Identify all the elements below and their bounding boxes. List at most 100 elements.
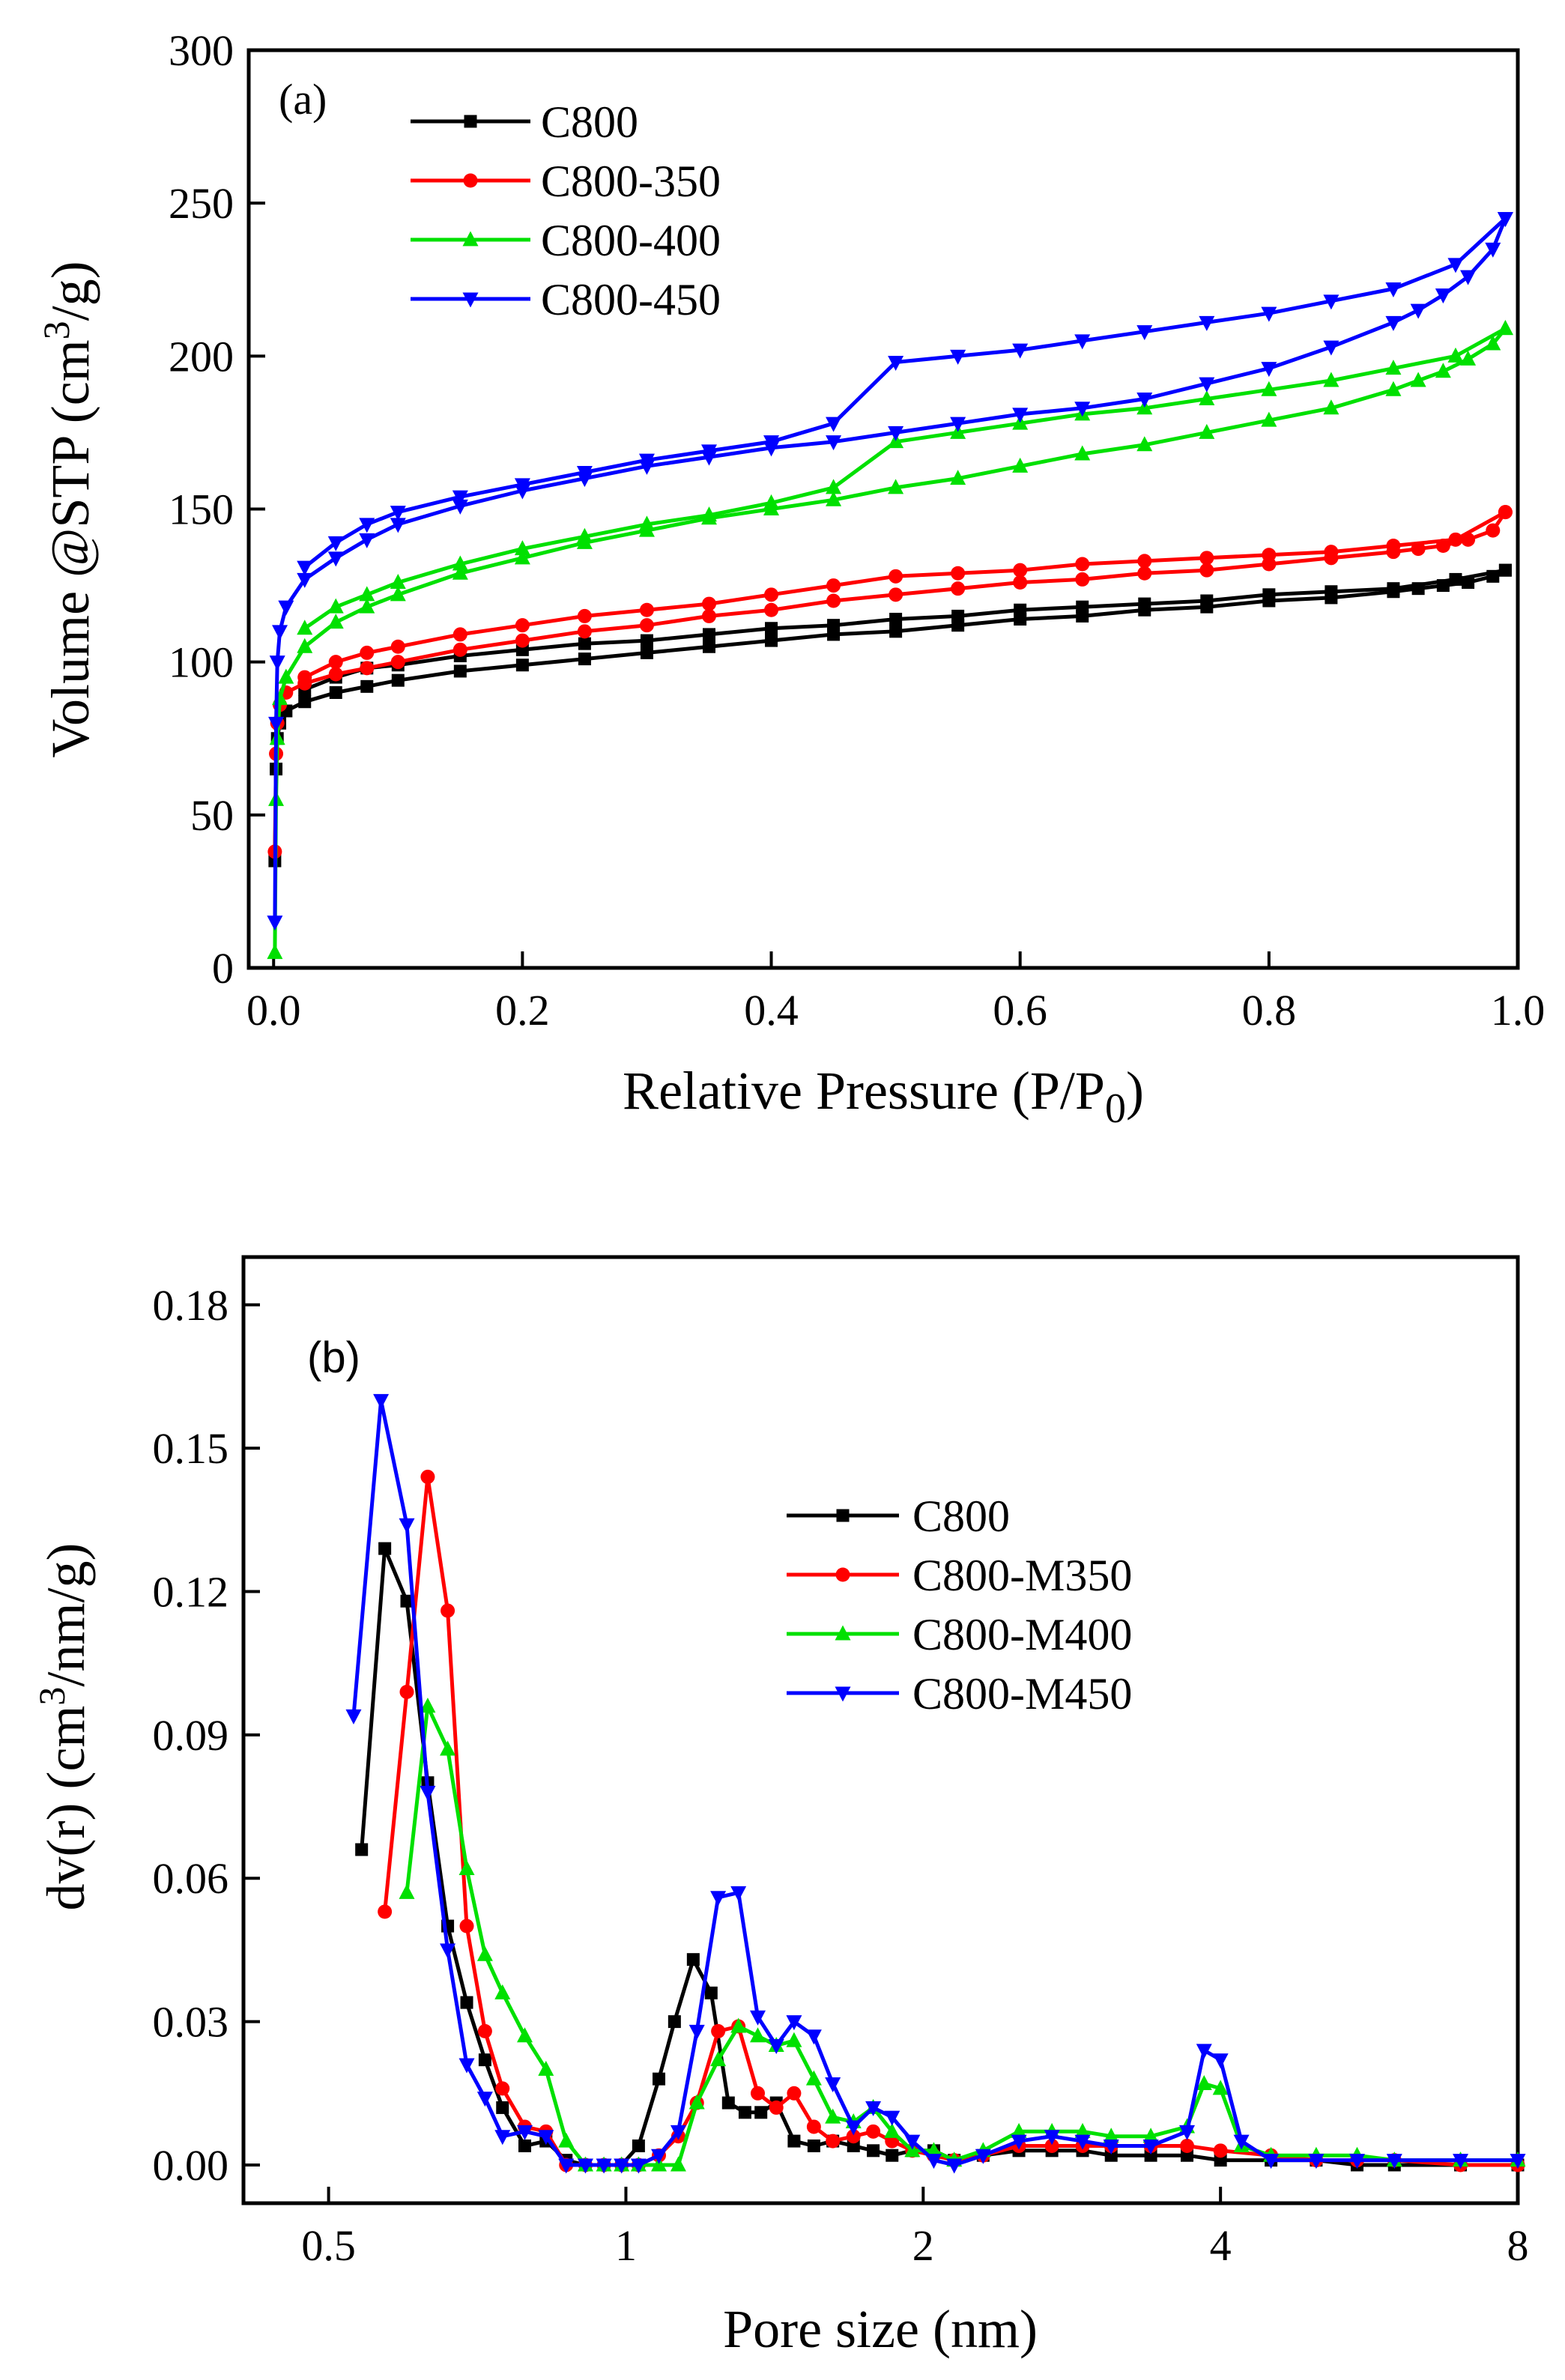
data-point-c800-450 xyxy=(888,426,904,441)
data-point-c800-350 xyxy=(889,569,903,584)
data-point-c800-m350 xyxy=(420,1469,435,1484)
data-point-c800-m450 xyxy=(517,2125,533,2140)
data-point-c800 xyxy=(721,2096,735,2110)
data-point-c800-400 xyxy=(327,598,344,614)
legend-item-c800: C800 xyxy=(411,97,638,147)
data-point-c800-m400 xyxy=(1103,2128,1119,2143)
data-point-c800-400 xyxy=(1447,347,1464,363)
data-point-c800-450 xyxy=(268,716,285,732)
data-point-c800-m400 xyxy=(1212,2080,1229,2095)
series-line-c800-m400 xyxy=(405,1704,1518,2167)
data-point-c800-350 xyxy=(577,608,592,623)
data-point-c800 xyxy=(360,679,374,693)
data-point-c800-m400 xyxy=(670,2156,686,2172)
data-point-c800-350 xyxy=(297,670,312,685)
data-point-c800-450 xyxy=(1410,303,1426,319)
x-tick-label: 0.4 xyxy=(744,986,799,1035)
data-point-c800 xyxy=(1138,597,1151,611)
data-point-c800 xyxy=(765,622,778,635)
y-tick-label: 0.12 xyxy=(153,1568,229,1617)
panel-a-label: (a) xyxy=(279,75,327,124)
data-point-c800-400 xyxy=(1012,457,1029,473)
legend-item-c800-m350: C800-M350 xyxy=(787,1551,1132,1600)
panel-b-plot-frame xyxy=(241,1255,1520,2205)
data-point-c800-450 xyxy=(359,518,375,533)
data-point-c800-m450 xyxy=(750,2010,766,2026)
data-point-c800 xyxy=(632,2139,645,2152)
data-point-c800-m450 xyxy=(1386,2154,1402,2169)
data-point-c800-450 xyxy=(514,478,530,494)
series-c800-m450 xyxy=(345,1393,1526,2174)
series-c800-350-adsorption xyxy=(267,505,1513,859)
data-point-c800-350 xyxy=(889,587,903,602)
data-point-c800-m400 xyxy=(710,2051,727,2067)
data-point-c800-450 xyxy=(1447,258,1464,273)
data-point-c800-350 xyxy=(390,655,405,670)
data-point-c800-m400 xyxy=(730,2017,747,2033)
data-point-c800 xyxy=(668,2015,681,2029)
x-tick-label: 1.0 xyxy=(1491,986,1546,1035)
data-point-c800-450 xyxy=(327,551,344,567)
data-point-c800-400 xyxy=(1460,350,1477,366)
data-point-c800-m450 xyxy=(904,2134,921,2150)
data-point-c800 xyxy=(1325,585,1338,599)
panel-b-ticks: 0.5 1 2 4 8 0.00 0.03 0.06 0.09 0.12 0.15 0.18 xyxy=(153,1281,1529,2270)
data-point-c800-m450 xyxy=(538,2130,554,2146)
data-point-c800-m400 xyxy=(494,1984,511,1999)
data-point-c800-450 xyxy=(1385,315,1402,331)
panel-a-x-axis-title: Relative Pressure (P/P0) xyxy=(623,1061,1144,1132)
y-tick-label: 0.00 xyxy=(153,2141,229,2190)
data-point-c800-400 xyxy=(1410,372,1426,387)
data-point-c800-m350 xyxy=(378,1904,393,1919)
data-point-c800-350 xyxy=(826,593,841,608)
legend-swatch-marker xyxy=(462,292,479,308)
data-point-c800-400 xyxy=(1199,390,1215,405)
data-point-c800 xyxy=(378,1542,392,1555)
legend-label: C800-350 xyxy=(541,157,721,206)
legend-label: C800 xyxy=(541,97,638,147)
data-point-c800-m450 xyxy=(345,1709,362,1725)
data-point-c800 xyxy=(807,2139,820,2152)
data-point-c800-m450 xyxy=(845,2120,862,2136)
data-point-c800-m350 xyxy=(711,2023,726,2038)
data-point-c800-m450 xyxy=(577,2158,593,2174)
panel-a-ticks: 0.0 0.2 0.4 0.6 0.8 1.0 0 50 100 150 200 250 300 xyxy=(169,26,1545,1035)
data-point-c800 xyxy=(1498,563,1512,577)
data-point-c800-450 xyxy=(1497,212,1513,228)
data-point-c800-m450 xyxy=(399,1518,415,1533)
data-point-c800-350 xyxy=(515,633,530,648)
data-point-c800-350 xyxy=(764,602,779,617)
data-point-c800-350 xyxy=(1137,554,1152,569)
data-point-c800-m400 xyxy=(1011,2122,1027,2138)
data-point-c800-m350 xyxy=(1180,2138,1195,2153)
data-point-c800-400 xyxy=(514,549,530,565)
panel-a-series xyxy=(267,212,1513,960)
data-point-c800-350 xyxy=(390,639,405,654)
data-point-c800-450 xyxy=(700,444,717,460)
data-point-c800-m450 xyxy=(1510,2154,1526,2169)
data-point-c800-400 xyxy=(826,479,842,494)
data-point-c800-m450 xyxy=(614,2158,630,2174)
data-point-c800-m350 xyxy=(477,2023,492,2038)
data-point-c800-m350 xyxy=(495,2081,510,2096)
x-tick-label: 1 xyxy=(615,2221,637,2270)
data-point-c800-350 xyxy=(1262,548,1277,563)
data-point-c800-450 xyxy=(1136,393,1153,408)
data-point-c800-400 xyxy=(267,944,283,960)
data-point-c800-350 xyxy=(360,645,375,660)
data-point-c800-450 xyxy=(1385,282,1402,297)
data-point-c800-m400 xyxy=(884,2122,900,2138)
data-point-c800-m400 xyxy=(517,2027,533,2043)
data-point-c800-400 xyxy=(390,586,406,602)
data-point-c800-m450 xyxy=(786,2015,802,2031)
data-point-c800 xyxy=(453,664,467,678)
data-point-c800-m450 xyxy=(884,2110,900,2126)
data-point-c800-m350 xyxy=(1044,2138,1059,2153)
data-point-c800 xyxy=(686,1953,700,1966)
data-point-c800 xyxy=(704,1986,718,1999)
data-point-c800-350 xyxy=(1013,563,1028,578)
data-point-c800-m450 xyxy=(1233,2134,1250,2150)
data-point-c800-m400 xyxy=(420,1698,436,1713)
x-tick-label: 0.6 xyxy=(993,986,1047,1035)
data-point-c800-350 xyxy=(515,618,530,633)
